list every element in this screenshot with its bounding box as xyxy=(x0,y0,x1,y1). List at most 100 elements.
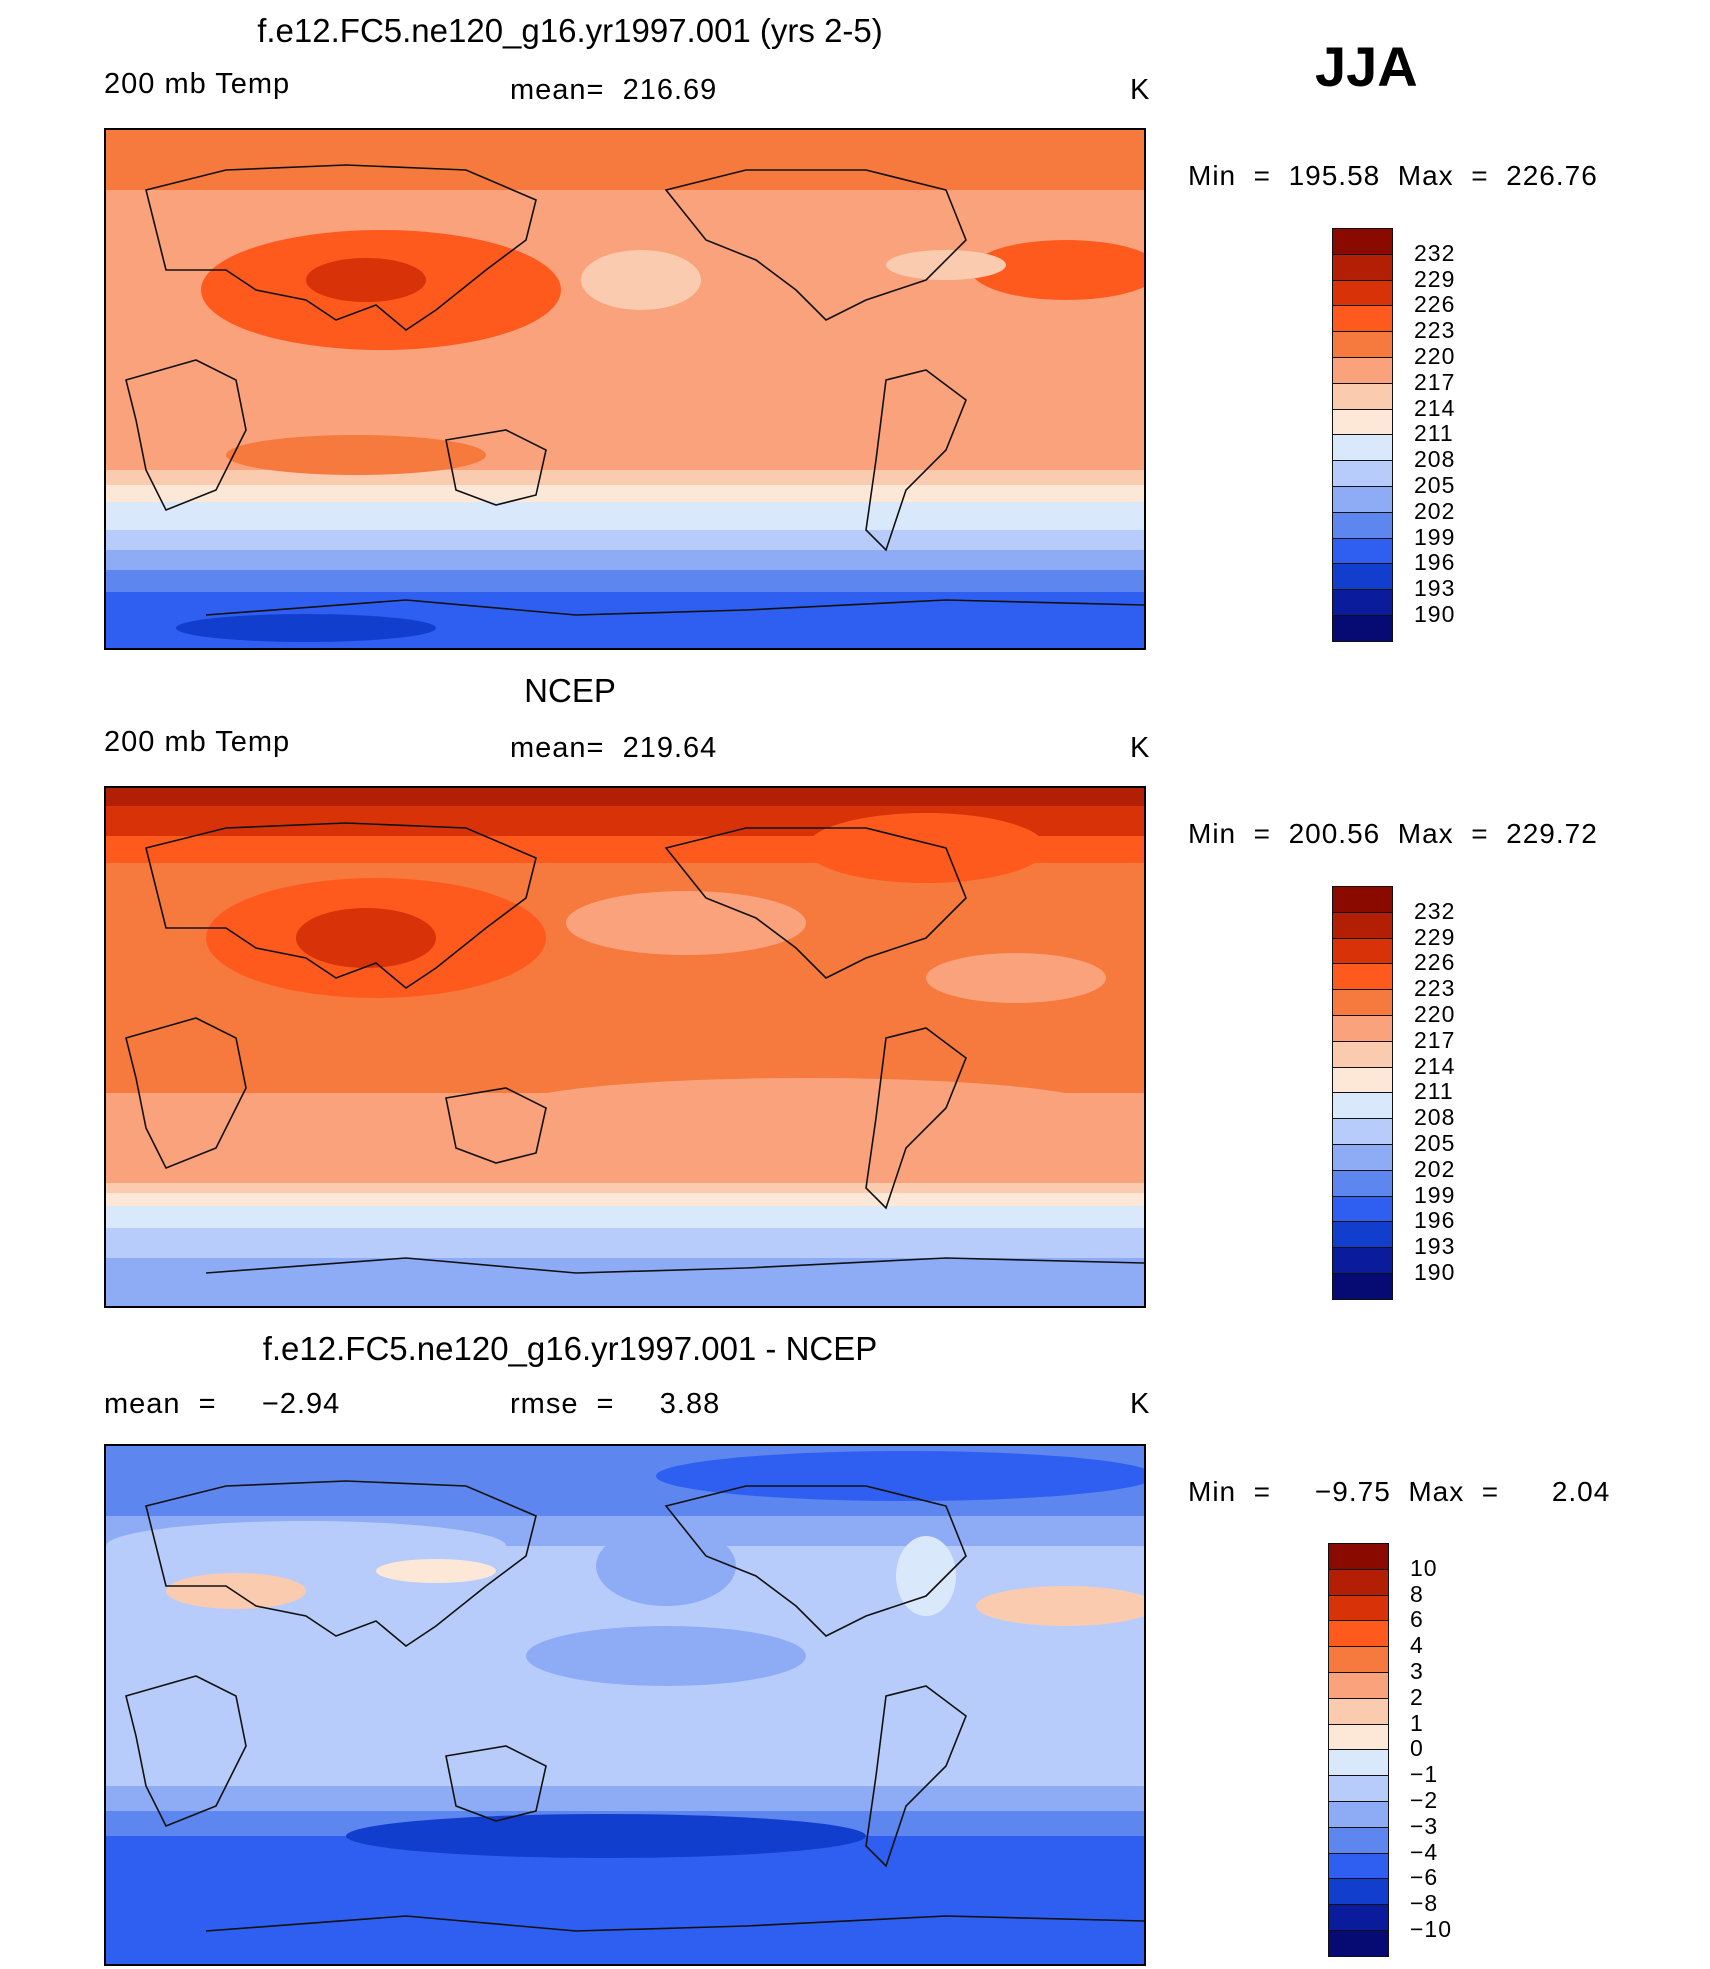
colorbar-tick-label: −3 xyxy=(1410,1812,1439,1839)
colorbar-swatch xyxy=(1328,1775,1389,1802)
colorbar-swatch xyxy=(1332,1040,1393,1068)
colorbar-swatch xyxy=(1332,1273,1393,1300)
colorbar-tick-label: 3 xyxy=(1410,1658,1424,1684)
colorbar-swatch xyxy=(1332,963,1393,991)
panel-2-title: NCEP xyxy=(524,672,616,709)
colorbar-tick-label: −2 xyxy=(1410,1787,1439,1813)
panel-2-variable-label: 200 mb Temp xyxy=(104,726,291,758)
colorbar-tick-label: 217 xyxy=(1414,368,1456,395)
colorbar-swatch xyxy=(1332,253,1393,281)
colorbar-swatch xyxy=(1328,1697,1389,1725)
colorbar-swatch xyxy=(1328,1826,1389,1854)
colorbar-swatch xyxy=(1328,1723,1389,1751)
colorbar-tick-label: 205 xyxy=(1414,1130,1456,1156)
colorbar-tick-label: 223 xyxy=(1414,317,1456,344)
colorbar-swatch xyxy=(1332,357,1393,384)
colorbar-swatch xyxy=(1328,1672,1389,1699)
panel-3-mean-label: mean = −2.94 xyxy=(104,1388,341,1420)
panel-1-contour-plot xyxy=(106,130,1144,648)
colorbar-tick-label: 193 xyxy=(1414,1233,1456,1260)
colorbar-tick-label: −4 xyxy=(1410,1838,1439,1865)
colorbar-tick-label: 4 xyxy=(1410,1632,1424,1659)
colorbar-tick-label: 232 xyxy=(1414,239,1456,266)
colorbar-swatch xyxy=(1332,1169,1393,1197)
colorbar-tick-label: 208 xyxy=(1414,1104,1456,1131)
colorbar-tick-label: 226 xyxy=(1414,949,1456,976)
colorbar-tick-label: 199 xyxy=(1414,1181,1456,1208)
colorbar-swatch xyxy=(1332,1144,1393,1171)
colorbar-tick-label: 229 xyxy=(1414,923,1456,950)
panel-3-units-label: K xyxy=(1130,1388,1151,1420)
colorbar-tick-label: 220 xyxy=(1414,343,1456,369)
colorbar-swatch xyxy=(1328,1904,1389,1931)
colorbar-tick-label: −8 xyxy=(1410,1890,1439,1917)
colorbar-tick-label: 8 xyxy=(1410,1580,1424,1607)
colorbar-tick-label: −10 xyxy=(1410,1916,1453,1942)
panel-1-map xyxy=(104,128,1146,650)
colorbar-tick-label: 202 xyxy=(1414,1155,1456,1182)
colorbar-tick-label: 202 xyxy=(1414,497,1456,524)
colorbar-swatch xyxy=(1332,589,1393,616)
colorbar-swatch xyxy=(1328,1646,1389,1673)
colorbar-swatch xyxy=(1328,1801,1389,1828)
colorbar-swatch xyxy=(1332,563,1393,591)
colorbar-tick-label: −6 xyxy=(1410,1864,1439,1891)
panel-1-title: f.e12.FC5.ne120_g16.yr1997.001 (yrs 2-5) xyxy=(257,12,883,49)
colorbar-tick-label: 226 xyxy=(1414,291,1456,318)
colorbar-tick-label: −1 xyxy=(1410,1761,1439,1788)
panel-3-title: f.e12.FC5.ne120_g16.yr1997.001 - NCEP xyxy=(262,1330,878,1367)
colorbar-tick-label: 0 xyxy=(1410,1735,1424,1762)
colorbar-swatch xyxy=(1332,1015,1393,1042)
colorbar-swatch xyxy=(1332,486,1393,513)
colorbar-swatch xyxy=(1332,537,1393,565)
colorbar-tick-label: 220 xyxy=(1414,1001,1456,1027)
colorbar-tick-label: 6 xyxy=(1410,1606,1424,1633)
colorbar-swatch xyxy=(1332,279,1393,307)
colorbar-swatch xyxy=(1332,382,1393,410)
panel-2-mean-label: mean= 219.64 xyxy=(510,732,718,764)
colorbar-swatch xyxy=(1332,1195,1393,1223)
colorbar-tick-label: 214 xyxy=(1414,1052,1456,1079)
colorbar-tick-label: 232 xyxy=(1414,897,1456,924)
colorbar-swatch xyxy=(1332,1247,1393,1274)
colorbar-swatch xyxy=(1332,1221,1393,1249)
colorbar-tick-label: 199 xyxy=(1414,523,1456,550)
colorbar-swatch xyxy=(1332,1118,1393,1145)
colorbar-swatch xyxy=(1332,911,1393,939)
colorbar-swatch xyxy=(1328,1749,1389,1777)
colorbar-swatch xyxy=(1332,331,1393,358)
panel-1-units-label: K xyxy=(1130,74,1151,106)
colorbar-swatch xyxy=(1332,615,1393,642)
season-label: JJA xyxy=(1315,35,1418,98)
colorbar-tick-label: 2 xyxy=(1410,1683,1424,1710)
colorbar-swatch xyxy=(1332,1066,1393,1094)
panel-2-units-label: K xyxy=(1130,732,1151,764)
panel-3-contour-plot xyxy=(106,1446,1144,1964)
colorbar-tick-label: 1 xyxy=(1410,1709,1424,1736)
colorbar-tick-label: 229 xyxy=(1414,265,1456,292)
colorbar-tick-label: 217 xyxy=(1414,1026,1456,1053)
colorbar-tick-label: 205 xyxy=(1414,472,1456,498)
colorbar-swatch xyxy=(1332,1092,1393,1120)
colorbar-swatch xyxy=(1332,434,1393,462)
colorbar-swatch xyxy=(1332,937,1393,965)
panel-1-minmax-label: Min = 195.58 Max = 226.76 xyxy=(1188,160,1598,191)
colorbar-swatch xyxy=(1328,1594,1389,1622)
colorbar-swatch xyxy=(1328,1620,1389,1648)
colorbar-swatch xyxy=(1328,1568,1389,1596)
colorbar-swatch xyxy=(1332,460,1393,487)
panel-1-mean-label: mean= 216.69 xyxy=(510,74,718,106)
panel-1-variable-label: 200 mb Temp xyxy=(104,68,291,100)
colorbar-swatch xyxy=(1328,1543,1389,1570)
colorbar-swatch xyxy=(1328,1852,1389,1880)
colorbar-swatch xyxy=(1332,305,1393,333)
panel-3-minmax-label: Min = −9.75 Max = 2.04 xyxy=(1188,1476,1611,1507)
colorbar-tick-label: 214 xyxy=(1414,394,1456,421)
colorbar-tick-label: 190 xyxy=(1414,1259,1456,1285)
panel-3-map xyxy=(104,1444,1146,1966)
panel-2-minmax-label: Min = 200.56 Max = 229.72 xyxy=(1188,818,1598,849)
colorbar-swatch xyxy=(1332,511,1393,539)
colorbar-tick-label: 223 xyxy=(1414,975,1456,1002)
panel-2-contour-plot xyxy=(106,788,1144,1306)
colorbar-swatch xyxy=(1332,408,1393,436)
